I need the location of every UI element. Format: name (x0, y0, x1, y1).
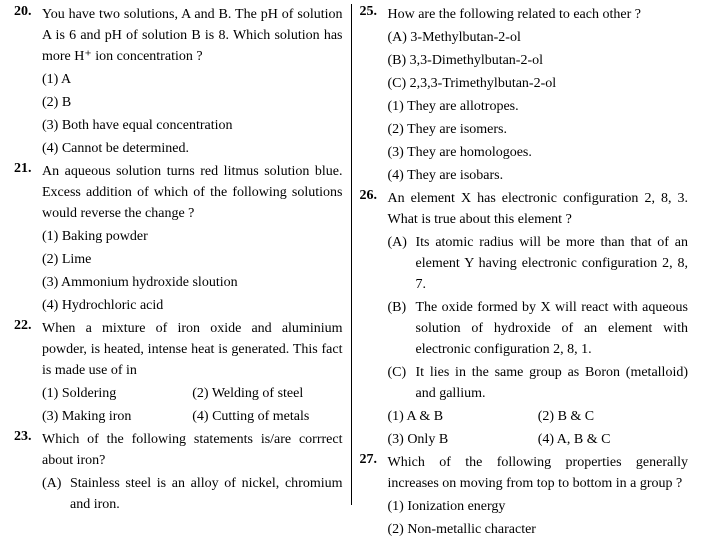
question-number: 21. (14, 161, 42, 316)
option-3: (3) Making iron (42, 406, 192, 427)
option-2: (2) Non-metallic character (388, 519, 689, 540)
item-b: (B) 3,3-Dimethylbutan-2-ol (388, 50, 689, 71)
option-4: (4) Cannot be determined. (42, 138, 343, 159)
sub-label: (A) (388, 232, 416, 295)
sub-label: (B) (388, 297, 416, 360)
option-3: (3) Both have equal concentration (42, 115, 343, 136)
question-number: 23. (14, 429, 42, 515)
column-divider (351, 4, 352, 505)
option-row: (1) A & B (2) B & C (388, 406, 689, 427)
option-3: (3) Only B (388, 429, 538, 450)
question-20: 20. You have two solutions, A and B. The… (14, 4, 343, 159)
question-body: An element X has electronic configuratio… (388, 188, 689, 450)
option-4: (4) Hydrochloric acid (42, 295, 343, 316)
option-2: (2) B & C (538, 406, 688, 427)
item-a: (A) 3-Methylbutan-2-ol (388, 27, 689, 48)
option-1: (1) Soldering (42, 383, 192, 404)
option-row: (1) Soldering (2) Welding of steel (42, 383, 343, 404)
question-text: Which of the following properties genera… (388, 455, 689, 491)
sub-option-b: (B) The oxide formed by X will react wit… (388, 297, 689, 360)
option-4: (4) Cutting of metals (192, 406, 342, 427)
question-text: You have two solutions, A and B. The pH … (42, 7, 343, 64)
option-3: (3) Ammonium hydroxide sloution (42, 272, 343, 293)
option-2: (2) They are isomers. (388, 119, 689, 140)
question-number: 26. (360, 188, 388, 450)
option-2: (2) Lime (42, 249, 343, 270)
question-25: 25. How are the following related to eac… (360, 4, 689, 186)
column-right: 25. How are the following related to eac… (354, 4, 695, 505)
sub-text: It lies in the same group as Boron (meta… (416, 362, 689, 404)
question-text: Which of the following statements is/are… (42, 432, 343, 468)
question-number: 22. (14, 318, 42, 427)
question-body: You have two solutions, A and B. The pH … (42, 4, 343, 159)
sub-text: Its atomic radius will be more than that… (416, 232, 689, 295)
sub-label: (C) (388, 362, 416, 404)
question-27: 27. Which of the following properties ge… (360, 452, 689, 540)
option-4: (4) A, B & C (538, 429, 688, 450)
option-2: (2) Welding of steel (192, 383, 342, 404)
question-text: An aqueous solution turns red litmus sol… (42, 164, 343, 221)
question-21: 21. An aqueous solution turns red litmus… (14, 161, 343, 316)
question-body: Which of the following statements is/are… (42, 429, 343, 515)
question-body: When a mixture of iron oxide and alumini… (42, 318, 343, 427)
question-text: How are the following related to each ot… (388, 7, 641, 22)
question-text: When a mixture of iron oxide and alumini… (42, 321, 343, 378)
option-1: (1) They are allotropes. (388, 96, 689, 117)
sub-text: The oxide formed by X will react with aq… (416, 297, 689, 360)
option-3: (3) They are homologoes. (388, 142, 689, 163)
question-22: 22. When a mixture of iron oxide and alu… (14, 318, 343, 427)
option-1: (1) Baking powder (42, 226, 343, 247)
option-row: (3) Making iron (4) Cutting of metals (42, 406, 343, 427)
question-23: 23. Which of the following statements is… (14, 429, 343, 515)
sub-option-a: (A) Its atomic radius will be more than … (388, 232, 689, 295)
item-c: (C) 2,3,3-Trimethylbutan-2-ol (388, 73, 689, 94)
column-left: 20. You have two solutions, A and B. The… (8, 4, 349, 505)
option-4: (4) They are isobars. (388, 165, 689, 186)
question-body: An aqueous solution turns red litmus sol… (42, 161, 343, 316)
option-1: (1) A & B (388, 406, 538, 427)
question-body: Which of the following properties genera… (388, 452, 689, 540)
question-26: 26. An element X has electronic configur… (360, 188, 689, 450)
option-1: (1) Ionization energy (388, 496, 689, 517)
option-1: (1) A (42, 69, 343, 90)
question-number: 25. (360, 4, 388, 186)
page: 20. You have two solutions, A and B. The… (0, 0, 702, 509)
question-body: How are the following related to each ot… (388, 4, 689, 186)
sub-option-c: (C) It lies in the same group as Boron (… (388, 362, 689, 404)
question-number: 20. (14, 4, 42, 159)
question-number: 27. (360, 452, 388, 540)
question-text: An element X has electronic configuratio… (388, 191, 689, 227)
option-row: (3) Only B (4) A, B & C (388, 429, 689, 450)
option-2: (2) B (42, 92, 343, 113)
